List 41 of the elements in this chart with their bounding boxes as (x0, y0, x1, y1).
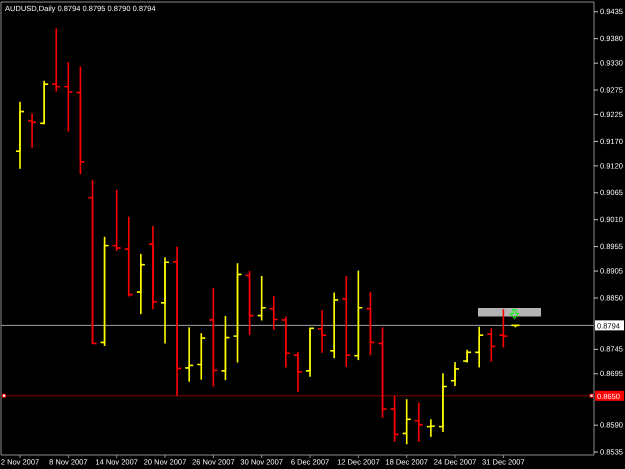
candlestick (160, 256, 170, 344)
candlestick (438, 372, 448, 433)
candlestick (341, 275, 352, 368)
candlestick (378, 326, 388, 419)
candlestick (172, 246, 182, 397)
candlestick (88, 179, 98, 344)
candlestick (256, 275, 266, 322)
candlestick (426, 418, 436, 438)
candlestick (366, 291, 376, 356)
candlestick (402, 398, 412, 446)
candlestick (354, 270, 364, 361)
candlestick (196, 332, 206, 380)
candlestick (317, 309, 327, 354)
candlestick (244, 270, 254, 336)
candlestick (305, 327, 315, 378)
candlestick (474, 326, 484, 368)
candlestick (329, 292, 339, 359)
candlestick (486, 327, 496, 362)
candlestick (462, 349, 472, 364)
candlestick (112, 189, 122, 252)
candlestick (124, 216, 134, 298)
candlestick (232, 262, 242, 364)
candlestick (268, 295, 279, 331)
candlestick (293, 350, 303, 393)
candlestick (27, 112, 37, 149)
candlestick (39, 80, 49, 126)
candlestick (76, 66, 86, 175)
candlestick (184, 326, 194, 382)
candlestick (51, 28, 62, 92)
candlestick (100, 236, 110, 347)
candlestick (208, 287, 218, 388)
candlestick (450, 361, 460, 387)
candlestick (15, 100, 25, 170)
candlestick (220, 315, 230, 381)
candlestick (414, 402, 424, 443)
candlestick (390, 395, 400, 443)
candlestick (148, 225, 158, 310)
candlestick (498, 308, 508, 348)
candlestick (64, 61, 74, 132)
candlestick (136, 253, 146, 315)
candlestick (281, 316, 291, 368)
